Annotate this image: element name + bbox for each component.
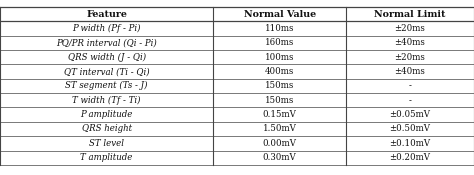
Text: 0.30mV: 0.30mV: [263, 153, 297, 162]
Text: Normal Limit: Normal Limit: [374, 10, 446, 19]
Text: QRS width (J - Qi): QRS width (J - Qi): [68, 53, 146, 62]
Text: ±40ms: ±40ms: [394, 38, 426, 47]
Text: 400ms: 400ms: [265, 67, 294, 76]
Text: QRS height: QRS height: [82, 124, 132, 134]
Text: 0.00mV: 0.00mV: [263, 139, 297, 148]
Text: 0.15mV: 0.15mV: [263, 110, 297, 119]
Text: ±0.10mV: ±0.10mV: [390, 139, 430, 148]
Text: T width (Tf - Ti): T width (Tf - Ti): [73, 96, 141, 105]
Text: ±0.05mV: ±0.05mV: [390, 110, 430, 119]
Text: -: -: [409, 81, 411, 90]
Text: 150ms: 150ms: [265, 81, 294, 90]
Text: P amplitude: P amplitude: [81, 110, 133, 119]
Text: 150ms: 150ms: [265, 96, 294, 105]
Text: PQ/PR interval (Qi - Pi): PQ/PR interval (Qi - Pi): [56, 38, 157, 47]
Text: 160ms: 160ms: [265, 38, 294, 47]
Text: ±0.50mV: ±0.50mV: [390, 124, 430, 134]
Text: QT interval (Ti - Qi): QT interval (Ti - Qi): [64, 67, 149, 76]
Text: 1.50mV: 1.50mV: [263, 124, 297, 134]
Text: ±20ms: ±20ms: [394, 24, 426, 33]
Text: 110ms: 110ms: [265, 24, 294, 33]
Text: T amplitude: T amplitude: [81, 153, 133, 162]
Text: ST segment (Ts - J): ST segment (Ts - J): [65, 81, 148, 90]
Text: ±20ms: ±20ms: [394, 53, 426, 62]
Text: ST level: ST level: [89, 139, 124, 148]
Text: ±0.20mV: ±0.20mV: [390, 153, 430, 162]
Text: Normal Value: Normal Value: [244, 10, 316, 19]
Text: 100ms: 100ms: [265, 53, 294, 62]
Text: P width (Pf - Pi): P width (Pf - Pi): [73, 24, 141, 33]
Text: -: -: [409, 96, 411, 105]
Text: Feature: Feature: [86, 10, 127, 19]
Text: ±40ms: ±40ms: [394, 67, 426, 76]
